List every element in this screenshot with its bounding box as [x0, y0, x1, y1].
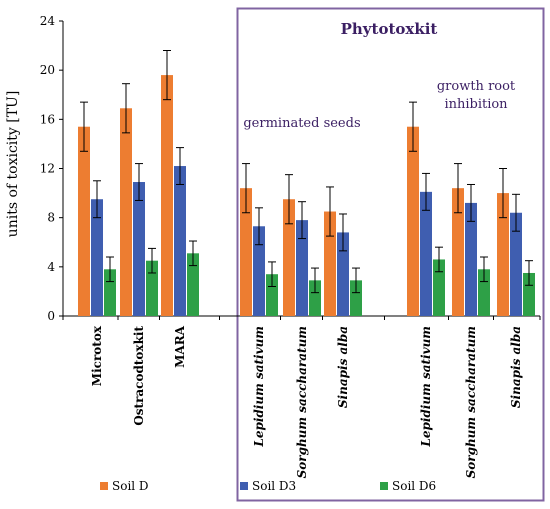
- bar: [324, 211, 336, 316]
- x-tick-label: Microtox: [90, 325, 104, 386]
- legend-swatch: [100, 482, 108, 490]
- bar: [337, 232, 349, 316]
- bar: [296, 220, 308, 316]
- annotation-growth-root-line2: inhibition: [444, 97, 508, 112]
- y-tick-label: 0: [47, 309, 55, 323]
- bar: [187, 253, 199, 316]
- legend-swatch: [240, 482, 248, 490]
- bar: [309, 280, 321, 316]
- y-tick-label: 12: [40, 162, 55, 176]
- bar: [240, 188, 252, 316]
- bar: [266, 274, 278, 316]
- bar: [133, 182, 145, 316]
- y-axis-label: units of toxicity [TU]: [5, 91, 21, 238]
- x-tick-label: Sorghum saccharatum: [295, 326, 309, 478]
- bar: [497, 193, 509, 316]
- bar: [420, 191, 432, 316]
- bar: [253, 226, 265, 316]
- legend-swatch: [380, 482, 388, 490]
- y-tick-label: 4: [47, 260, 55, 274]
- x-tick-label: Sorghum saccharatum: [464, 326, 478, 478]
- y-tick-label: 24: [40, 14, 56, 28]
- bar: [161, 75, 173, 316]
- bar: [452, 188, 464, 316]
- bar: [174, 166, 186, 316]
- annotation-growth-root-line1: growth root: [437, 79, 516, 94]
- bar: [407, 126, 419, 316]
- plot-area: 0 4 8 12 16 20 24 Microtox Ostracodtoxkit MARA Lep…: [40, 14, 541, 478]
- bar: [523, 272, 535, 316]
- annotation-germinated-seeds: germinated seeds: [243, 116, 360, 131]
- bar: [350, 280, 362, 316]
- bar: [120, 108, 132, 316]
- panel-title: Phytotoxkit: [341, 20, 438, 38]
- x-tick-label: Sinapis alba: [509, 326, 523, 408]
- x-tick-label: MARA: [173, 325, 187, 368]
- bar: [283, 199, 295, 316]
- bar: [510, 212, 522, 316]
- x-tick-label: Lepidium sativum: [419, 326, 433, 448]
- bar: [146, 260, 158, 316]
- bar: [465, 202, 477, 316]
- x-tick-label: Ostracodtoxkit: [132, 326, 146, 426]
- y-tick-label: 16: [40, 112, 55, 126]
- bar: [478, 269, 490, 316]
- bar: [104, 269, 116, 316]
- legend: Soil D Soil D3 Soil D6: [100, 479, 436, 493]
- bar: [433, 259, 445, 316]
- phytotoxkit-panel: [236, 7, 545, 502]
- y-tick-label: 20: [40, 63, 55, 77]
- x-tick-label: Sinapis alba: [336, 326, 350, 408]
- legend-label: Soil D3: [252, 479, 296, 493]
- legend-label: Soil D: [112, 479, 149, 493]
- x-tick-label: Lepidium sativum: [252, 326, 266, 448]
- bar: [78, 126, 90, 316]
- y-tick-label: 8: [47, 211, 55, 225]
- legend-label: Soil D6: [392, 479, 436, 493]
- bar: [91, 199, 103, 316]
